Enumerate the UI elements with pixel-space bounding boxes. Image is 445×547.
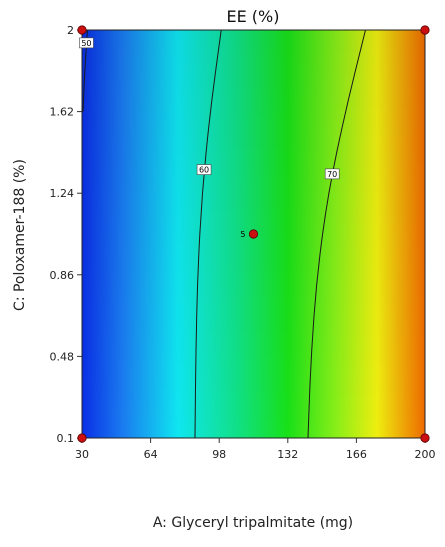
contour-label-50: 50: [81, 39, 91, 48]
contour-label-70: 70: [327, 170, 337, 179]
y-tick-label-4: 1.62: [50, 106, 75, 119]
y-tick-label-3: 1.24: [50, 187, 75, 200]
x-axis: 30 64 98 132 166 200: [75, 438, 436, 461]
design-point-1: [77, 25, 87, 35]
design-point-0: [77, 433, 87, 443]
contour-line-60: [194, 29, 222, 439]
x-tick-label-2: 98: [212, 448, 226, 461]
contour-lines: 50 60 70: [79, 29, 366, 439]
x-tick-label-3: 132: [277, 448, 298, 461]
design-points: 5: [77, 25, 430, 443]
y-axis-title: C: Poloxamer-188 (%): [12, 159, 28, 311]
design-point-2: [420, 433, 430, 443]
contour-label-box-50: [79, 37, 94, 49]
design-point-4: [248, 229, 259, 239]
y-tick-label-5: 2: [67, 24, 74, 37]
contour-line-70: [307, 29, 366, 439]
contour-label-box-70: [324, 168, 340, 180]
y-tick-label-1: 0.48: [50, 350, 75, 363]
contour-line-50: [82, 29, 88, 112]
design-point-label-4: 5: [240, 230, 245, 239]
contour-label-box-60: [196, 164, 212, 175]
chart-title: EE (%): [227, 7, 280, 26]
design-point-3: [420, 25, 430, 35]
x-tick-label-5: 200: [415, 448, 436, 461]
x-tick-label-4: 166: [346, 448, 367, 461]
x-tick-label-1: 64: [144, 448, 158, 461]
y-tick-label-2: 0.86: [50, 269, 75, 282]
contour-label-60: 60: [199, 166, 209, 175]
y-tick-label-0: 0.1: [57, 432, 75, 445]
x-axis-title: A: Glyceryl tripalmitate (mg): [153, 515, 353, 531]
x-tick-label-0: 30: [75, 448, 89, 461]
y-axis: 0.1 0.48 0.86 1.24 1.62 2: [50, 24, 82, 445]
